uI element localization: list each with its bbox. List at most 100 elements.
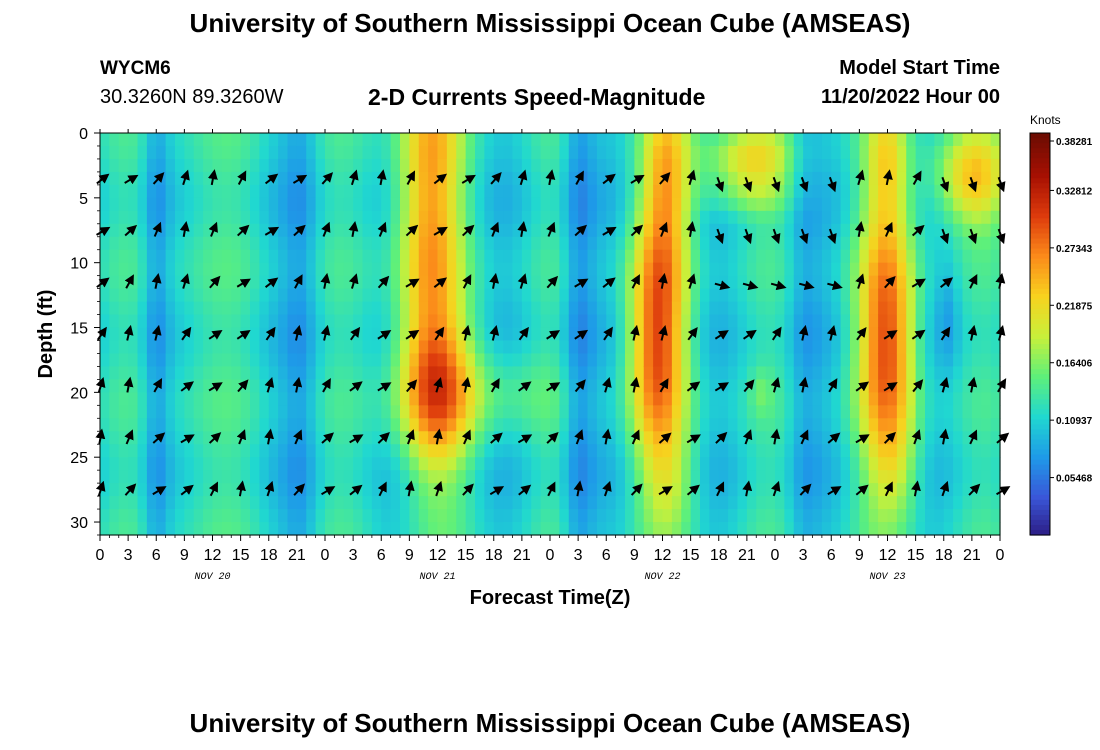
heatmap-cell (212, 327, 223, 342)
heatmap-cell (306, 197, 317, 212)
heatmap-cell (615, 353, 626, 368)
heatmap-cell (803, 249, 814, 264)
heatmap-cell (868, 171, 879, 186)
current-vector-arrow (321, 378, 331, 393)
colorbar-swatch (1030, 223, 1050, 230)
heatmap-cell (653, 171, 664, 186)
heatmap-cell (728, 275, 739, 290)
heatmap-cell (165, 457, 176, 471)
heatmap-cell (475, 262, 485, 277)
heatmap-cell (840, 353, 851, 368)
heatmap-cell (371, 210, 382, 225)
heatmap-cell (531, 158, 542, 173)
colorbar-swatch (1030, 243, 1050, 250)
colorbar-frame (1029, 132, 1051, 536)
current-vector-arrow (237, 170, 247, 185)
heatmap-cell (456, 288, 467, 303)
heatmap-cell (840, 301, 851, 316)
heatmap-cell (446, 249, 457, 264)
heatmap-cell (484, 223, 495, 238)
heatmap-cell (887, 184, 898, 199)
heatmap-cell (362, 249, 373, 264)
heatmap-cell (146, 496, 157, 510)
heatmap-cell (390, 288, 401, 303)
heatmap-cell (418, 483, 429, 497)
heatmap-cell (915, 457, 926, 471)
heatmap-cell (484, 314, 495, 329)
heatmap-cell (437, 262, 448, 277)
heatmap-cell (756, 418, 767, 432)
heatmap-cell (878, 145, 889, 160)
heatmap-cell (934, 275, 945, 290)
heatmap-cell (681, 470, 692, 484)
heatmap-cell (700, 249, 710, 264)
heatmap-cell (962, 470, 973, 484)
heatmap-cell (240, 301, 251, 316)
heatmap-cell (662, 301, 673, 316)
heatmap-cell (400, 158, 410, 173)
heatmap-cell (953, 275, 964, 290)
heatmap-cell (831, 405, 842, 419)
heatmap-cell (859, 288, 870, 303)
heatmap-cell (559, 275, 570, 290)
heatmap-cell (850, 522, 860, 536)
heatmap-cell (568, 444, 579, 458)
heatmap-cell (906, 288, 917, 303)
heatmap-cell (878, 353, 889, 368)
heatmap-cell (428, 133, 439, 147)
heatmap-cell (184, 509, 195, 523)
x-tick-label: 18 (710, 547, 728, 564)
heatmap-cell (550, 145, 560, 160)
current-vector-arrow (855, 381, 870, 392)
heatmap-cell (962, 210, 973, 225)
heatmap-cell (615, 249, 626, 264)
heatmap-cell (700, 301, 710, 316)
heatmap-cell (671, 301, 682, 316)
heatmap-cell (896, 262, 907, 277)
heatmap-cell (962, 236, 973, 251)
heatmap-cell (540, 197, 551, 212)
heatmap-cell (643, 275, 654, 290)
heatmap-cell (653, 405, 664, 419)
heatmap-cell (475, 223, 485, 238)
heatmap-cell (803, 158, 814, 173)
current-vector-arrow (349, 326, 361, 341)
heatmap-cell (634, 133, 645, 147)
heatmap-cell (934, 366, 945, 380)
heatmap-cell (643, 145, 654, 160)
heatmap-cell (690, 301, 701, 316)
current-vector-arrow (461, 174, 476, 185)
heatmap-cell (784, 457, 795, 471)
heatmap-cell (596, 197, 607, 212)
heatmap-cell (418, 249, 429, 264)
heatmap-cell (250, 327, 260, 342)
heatmap-cell (831, 275, 842, 290)
heatmap-cell (962, 405, 973, 419)
heatmap-cell (184, 210, 195, 225)
heatmap-cell (793, 353, 804, 368)
heatmap-cell (137, 236, 148, 251)
x-tick-label: 18 (485, 547, 503, 564)
heatmap-cell (128, 418, 139, 432)
colorbar-swatch (1030, 364, 1050, 370)
x-tick-label: 3 (799, 547, 808, 564)
heatmap-cell (362, 483, 373, 497)
heatmap-cell (681, 340, 692, 355)
heatmap-cell (803, 353, 814, 368)
heatmap-cell (821, 133, 832, 147)
heatmap-cell (428, 223, 439, 238)
heatmap-cell (353, 431, 364, 445)
heatmap-cell (925, 171, 935, 186)
heatmap-cell (315, 184, 326, 199)
current-vector-arrow (461, 376, 471, 393)
current-vector-arrow (377, 330, 392, 340)
heatmap-cell (334, 236, 345, 251)
heatmap-cell (690, 509, 701, 523)
heatmap-cell (821, 353, 832, 368)
current-vector-arrow (939, 228, 950, 245)
heatmap-cell (615, 327, 626, 342)
heatmap-cell (203, 418, 214, 432)
heatmap-cell (653, 197, 664, 212)
current-vector-arrow (377, 382, 392, 392)
current-vector-arrow (883, 221, 893, 237)
